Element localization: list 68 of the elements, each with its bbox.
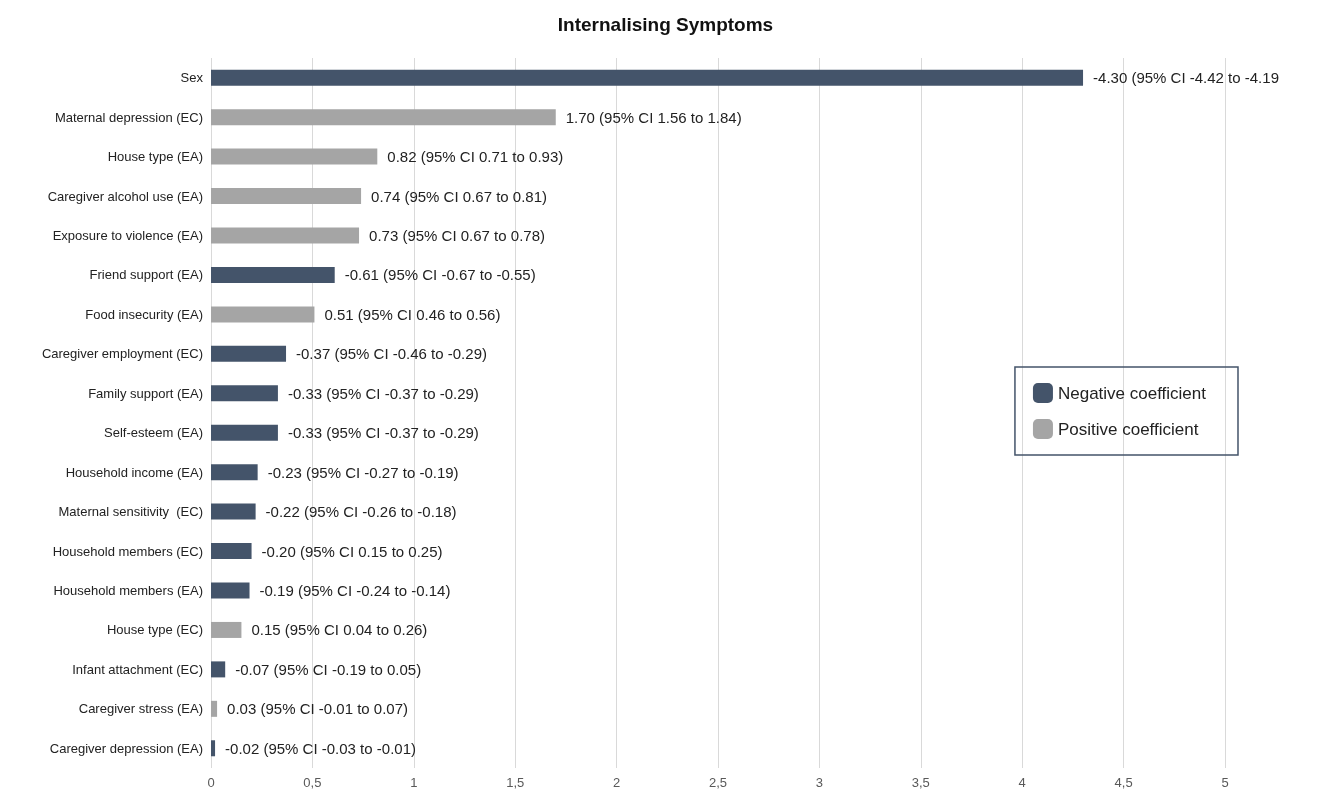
annotation: -0.02 (95% CI -0.03 to -0.01): [225, 739, 416, 757]
y-tick-label: Caregiver depression (EA): [49, 740, 203, 756]
bar: [211, 345, 287, 362]
bar: [211, 188, 362, 205]
x-tick-label: 5: [1221, 775, 1229, 790]
x-tick-label: 0,5: [303, 775, 322, 790]
annotation: -0.33 (95% CI -0.37 to -0.29): [287, 384, 479, 402]
bar: [211, 424, 278, 441]
annotation: -0.61 (95% CI -0.67 to -0.55): [344, 266, 536, 284]
bar: [211, 306, 315, 323]
y-tick-label: Friend support (EA): [89, 267, 203, 283]
annotation: -0.22 (95% CI -0.26 to -0.18): [265, 503, 457, 521]
x-tick-label: 3: [815, 775, 824, 790]
x-tick-label: 1,5: [506, 775, 525, 790]
y-tick-label: Family support (EA): [88, 385, 203, 401]
annotation: 1.70 (95% CI 1.56 to 1.84): [565, 108, 742, 126]
x-tick-label: 4,5: [1114, 775, 1133, 790]
x-tick-label: 2,5: [708, 775, 728, 790]
bar: [211, 740, 216, 757]
y-tick-label: Caregiver employment (EC): [41, 346, 203, 362]
bar: [211, 227, 360, 244]
annotation: 0.82 (95% CI 0.71 to 0.93): [387, 148, 564, 166]
annotation: -0.37 (95% CI -0.46 to -0.29): [296, 345, 487, 363]
y-tick-label: Caregiver alcohol use (EA): [47, 188, 203, 204]
x-tick-label: 0: [207, 775, 215, 790]
y-tick-label: Infant attachment (EC): [72, 661, 203, 677]
y-tick-label: Self-esteem (EA): [104, 425, 203, 441]
annotation: -0.33 (95% CI -0.37 to -0.29): [287, 424, 479, 442]
annotation: -0.20 (95% CI 0.15 to 0.25): [261, 542, 443, 560]
y-tick-label: House type (EA): [107, 149, 203, 165]
y-tick-label: Household members (EC): [52, 543, 203, 559]
y-tick-label: Exposure to violence (EA): [52, 228, 203, 243]
x-tick-label: 4: [1018, 775, 1026, 790]
bar: [211, 464, 258, 481]
y-tick-label: Household income (EA): [65, 464, 203, 480]
bar: [211, 543, 252, 560]
annotation: -0.19 (95% CI -0.24 to -0.14): [259, 582, 451, 599]
y-tick-label: House type (EC): [106, 622, 203, 638]
annotation: -0.23 (95% CI -0.27 to -0.19): [267, 463, 459, 481]
y-tick-label: Maternal depression (EC): [54, 109, 203, 125]
bar: [211, 69, 1084, 86]
y-tick-label: Caregiver stress (EA): [78, 701, 203, 717]
bar: [211, 503, 256, 520]
x-tick-label: 3,5: [911, 775, 930, 790]
bar: [211, 582, 250, 599]
annotation: -0.07 (95% CI -0.19 to 0.05): [235, 660, 422, 678]
bar: [211, 109, 556, 126]
y-tick-label: Food insecurity (EA): [85, 306, 203, 322]
legend-label: Positive coefficient: [1057, 419, 1199, 439]
annotation: 0.15 (95% CI 0.04 to 0.26): [251, 621, 428, 639]
chart-title: Internalising Symptoms: [557, 14, 774, 35]
bar: [211, 148, 378, 165]
bar: [211, 661, 226, 678]
y-tick-label: Sex: [180, 70, 204, 86]
annotation: 0.03 (95% CI -0.01 to 0.07): [227, 700, 409, 718]
annotation: 0.73 (95% CI 0.67 to 0.78): [369, 227, 545, 244]
bar: [211, 700, 218, 717]
y-tick-label: Maternal sensitivity (EC): [58, 504, 203, 520]
annotation: 0.51 (95% CI 0.46 to 0.56): [324, 305, 501, 323]
x-tick-label: 1: [410, 775, 418, 790]
annotation: -4.30 (95% CI -4.42 to -4.19: [1093, 69, 1279, 87]
legend-label: Negative coefficient: [1057, 383, 1207, 403]
bar: [211, 266, 335, 283]
x-tick-label: 2: [612, 775, 621, 790]
annotation: 0.74 (95% CI 0.67 to 0.81): [371, 187, 548, 205]
y-tick-label: Household members (EA): [53, 583, 203, 598]
bar: [211, 385, 278, 402]
bar: [211, 621, 242, 638]
